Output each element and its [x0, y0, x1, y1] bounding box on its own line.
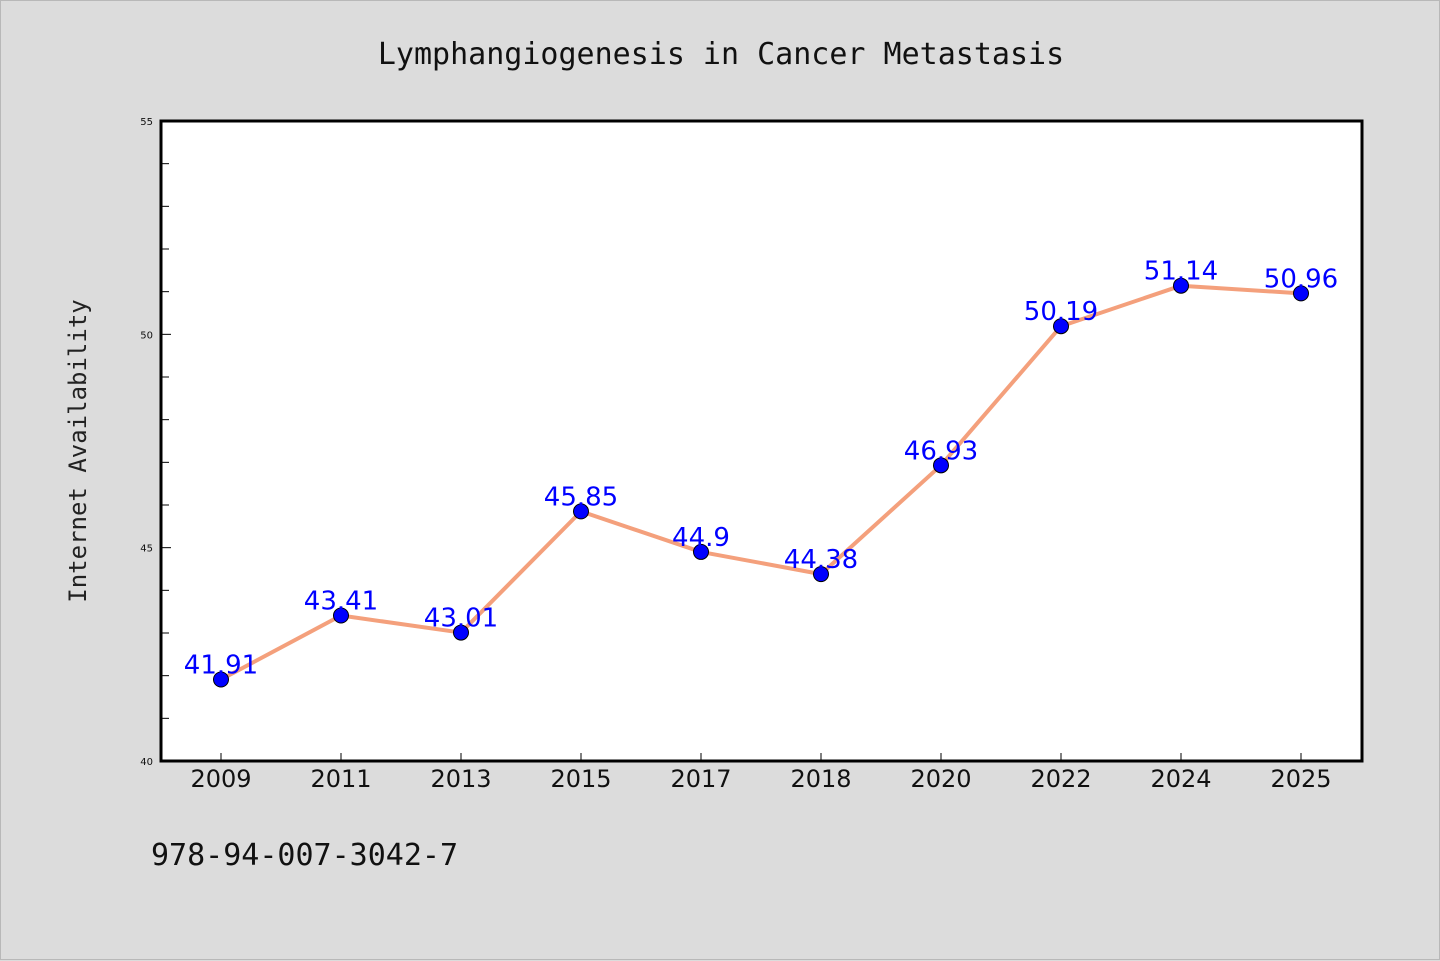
data-point	[453, 624, 469, 641]
data-point	[813, 566, 829, 583]
data-point	[573, 503, 589, 520]
data-label: 50.19	[1024, 297, 1098, 327]
data-label: 46.93	[904, 436, 978, 466]
data-label: 44.9	[672, 523, 730, 553]
x-tick-label: 2017	[670, 765, 731, 793]
data-label: 51.14	[1144, 257, 1218, 287]
y-axis: 40 45 50 55	[140, 117, 171, 768]
y-tick-label: 50	[140, 330, 153, 341]
footer-code: 978-94-007-3042-7	[151, 838, 458, 873]
y-axis-label: Internet Availability	[64, 299, 92, 602]
data-label: 45.85	[544, 482, 618, 512]
series-line	[220, 283, 1302, 682]
x-tick-label: 2015	[550, 765, 611, 793]
x-tick-label: 2022	[1030, 765, 1091, 793]
x-tick-label: 2018	[790, 765, 851, 793]
x-tick-label: 2011	[310, 765, 371, 793]
chart-title: Lymphangiogenesis in Cancer Metastasis	[378, 37, 1064, 72]
data-point	[693, 543, 709, 560]
data-label: 44.38	[784, 545, 858, 575]
x-tick-label: 2020	[910, 765, 971, 793]
x-tick-label: 2025	[1270, 765, 1331, 793]
y-tick-label: 45	[140, 544, 153, 555]
data-label: 41.91	[184, 651, 258, 681]
y-tick-label: 55	[140, 117, 153, 128]
data-label: 43.01	[424, 604, 498, 634]
x-tick-label: 2013	[430, 765, 491, 793]
series-layer: 41.91 43.41 43.01 45.85 44.9 44.38 46.93 50.19 5…	[184, 257, 1338, 688]
x-tick-label: 2024	[1150, 765, 1211, 793]
data-point	[213, 671, 229, 688]
data-point	[1053, 318, 1069, 335]
x-tick-label: 2009	[190, 765, 251, 793]
data-point	[333, 607, 349, 624]
plot-area	[159, 119, 1364, 763]
data-label: 50.96	[1264, 264, 1338, 294]
data-point	[1173, 277, 1189, 294]
x-axis: 2009 2011 2013 2015 2017 2018 2020 2022 2024 2025	[190, 753, 1332, 793]
data-label: 43.41	[304, 587, 378, 617]
y-tick-label: 40	[140, 757, 153, 768]
data-point	[933, 457, 949, 474]
data-point	[1293, 285, 1309, 302]
